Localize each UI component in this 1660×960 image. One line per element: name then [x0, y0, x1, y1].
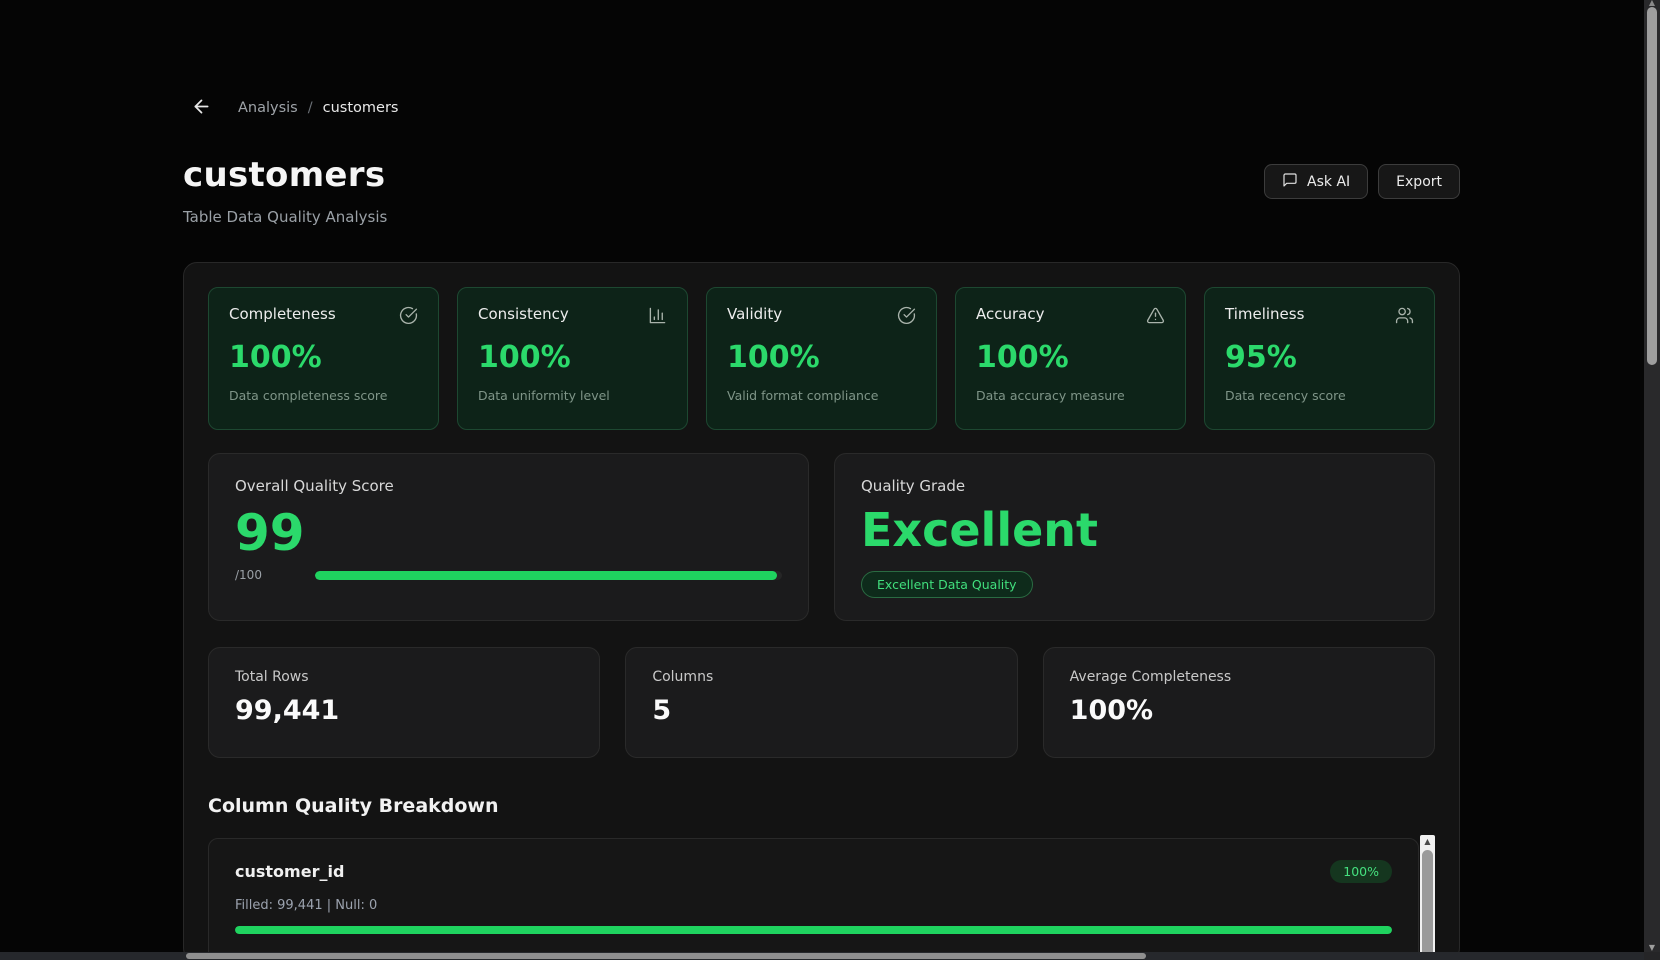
metric-value: 100% [229, 340, 322, 375]
metric-label: Timeliness [1225, 305, 1305, 323]
scroll-up-arrow-icon[interactable]: ▲ [1424, 837, 1431, 846]
metric-label: Consistency [478, 305, 569, 323]
arrow-left-icon [191, 96, 212, 120]
breadcrumb-item-current: customers [322, 100, 399, 116]
breadcrumb: Analysis / customers [238, 100, 398, 116]
breadcrumb-item-analysis[interactable]: Analysis [238, 100, 298, 116]
check-circle-icon [399, 306, 418, 329]
quality-analysis-panel: Completeness 100% Data completeness scor… [183, 262, 1460, 960]
stat-card-total-rows: Total Rows 99,441 [208, 647, 601, 758]
page-title: customers [183, 155, 386, 195]
stat-value: 99,441 [235, 695, 340, 726]
column-list-scrollbar[interactable]: ▲ [1420, 835, 1435, 958]
ask-ai-button[interactable]: Ask AI [1264, 164, 1369, 199]
score-bar-row: /100 [235, 568, 782, 582]
metric-card-accuracy: Accuracy 100% Data accuracy measure [955, 287, 1186, 430]
horizontal-scrollbar-thumb[interactable] [186, 953, 1146, 959]
score-max-label: /100 [235, 568, 262, 582]
metric-description: Data completeness score [229, 388, 388, 403]
scroll-down-arrow-icon[interactable]: ▼ [1648, 943, 1656, 952]
stat-label: Columns [652, 669, 714, 685]
main-scrollbar-thumb[interactable] [1647, 7, 1657, 365]
overall-score-card: Overall Quality Score 99 /100 [208, 453, 809, 621]
stat-card-columns: Columns 5 [625, 647, 1018, 758]
export-button[interactable]: Export [1378, 164, 1460, 199]
metric-value: 100% [976, 340, 1069, 375]
metric-cards-row: Completeness 100% Data completeness scor… [208, 287, 1435, 430]
quality-grade-label: Quality Grade [861, 477, 966, 495]
stat-card-average-completeness: Average Completeness 100% [1042, 647, 1435, 758]
breadcrumb-separator: / [307, 100, 313, 116]
column-card-customer-id: customer_id 100% Filled: 99,441 | Null: … [208, 838, 1419, 960]
stat-value: 100% [1069, 695, 1154, 726]
column-percent-badge: 100% [1330, 860, 1392, 883]
column-progress-track [235, 926, 1392, 934]
scroll-up-arrow-icon[interactable]: ▲ [1648, 0, 1656, 7]
metric-card-completeness: Completeness 100% Data completeness scor… [208, 287, 439, 430]
metric-label: Completeness [229, 305, 336, 323]
metric-card-timeliness: Timeliness 95% Data recency score [1204, 287, 1435, 430]
scrollbar-corner [1644, 952, 1660, 960]
stat-label: Average Completeness [1069, 669, 1232, 685]
metric-value: 100% [478, 340, 571, 375]
score-progress-fill [315, 570, 778, 580]
stats-row: Total Rows 99,441 Columns 5 Average Comp… [208, 647, 1435, 758]
overall-score-label: Overall Quality Score [235, 477, 394, 495]
column-breakdown-heading: Column Quality Breakdown [208, 795, 499, 817]
message-square-icon [1282, 172, 1298, 192]
breadcrumb-row: Analysis / customers [183, 94, 1460, 122]
metric-description: Valid format compliance [727, 388, 879, 403]
quality-grade-badge: Excellent Data Quality [861, 570, 1033, 598]
column-name: customer_id [235, 862, 345, 881]
users-icon [1395, 306, 1414, 329]
metric-description: Data accuracy measure [976, 388, 1125, 403]
metric-label: Accuracy [976, 305, 1045, 323]
check-circle-icon [897, 306, 916, 329]
score-progress-track [315, 570, 782, 580]
score-grade-row: Overall Quality Score 99 /100 Quality Gr… [208, 453, 1435, 621]
metric-description: Data recency score [1225, 388, 1346, 403]
overall-score-value: 99 [235, 504, 305, 562]
back-button[interactable] [189, 94, 214, 122]
header-actions: Ask AI Export [1264, 164, 1460, 199]
ask-ai-label: Ask AI [1307, 173, 1351, 190]
column-list: customer_id 100% Filled: 99,441 | Null: … [208, 835, 1435, 960]
metric-value: 100% [727, 340, 820, 375]
metric-label: Validity [727, 305, 783, 323]
page-header: customers Table Data Quality Analysis As… [183, 155, 1460, 226]
main-content: Analysis / customers customers Table Dat… [183, 0, 1460, 960]
export-label: Export [1396, 173, 1442, 190]
quality-grade-value: Excellent [861, 503, 1099, 557]
bar-chart-icon [648, 306, 667, 329]
title-block: customers Table Data Quality Analysis [183, 155, 387, 226]
metric-card-consistency: Consistency 100% Data uniformity level [457, 287, 688, 430]
stat-label: Total Rows [235, 669, 309, 685]
page-subtitle: Table Data Quality Analysis [183, 208, 388, 226]
metric-description: Data uniformity level [478, 388, 610, 403]
main-vertical-scrollbar[interactable]: ▲ ▼ [1644, 0, 1660, 960]
alert-triangle-icon [1146, 306, 1165, 329]
metric-value: 95% [1225, 340, 1297, 375]
horizontal-scrollbar[interactable] [0, 952, 1644, 960]
metric-card-validity: Validity 100% Valid format compliance [706, 287, 937, 430]
column-details: Filled: 99,441 | Null: 0 [235, 898, 378, 913]
column-progress-fill [235, 926, 1392, 934]
quality-grade-card: Quality Grade Excellent Excellent Data Q… [834, 453, 1435, 621]
column-list-scrollbar-thumb[interactable] [1422, 850, 1433, 958]
stat-value: 5 [652, 695, 672, 726]
